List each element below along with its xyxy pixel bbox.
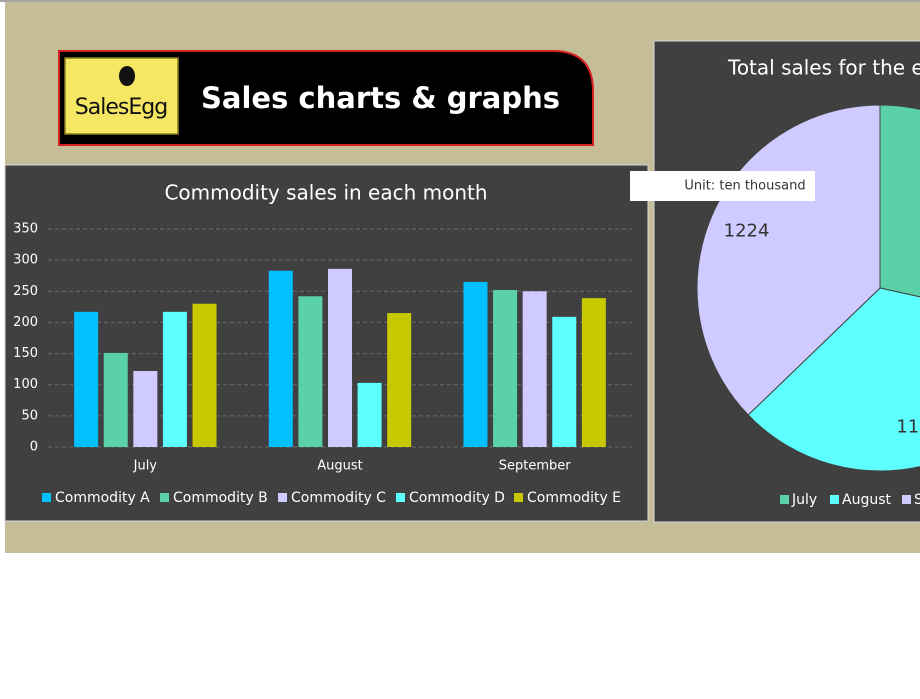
header-box (58, 50, 594, 146)
bar (522, 291, 547, 447)
bar (103, 352, 128, 447)
logo-egg (119, 66, 135, 86)
bar (133, 371, 158, 447)
legend-swatch (42, 493, 51, 502)
legend-swatch (830, 495, 839, 504)
legend-swatch (902, 495, 911, 504)
bar (387, 313, 412, 447)
pie-slice (747, 287, 920, 472)
legend-label: July (791, 492, 817, 508)
bar (493, 290, 518, 447)
legend-label: August (842, 492, 892, 508)
y-tick-label: 50 (21, 408, 38, 423)
y-tick-label: 250 (13, 284, 38, 299)
x-tick-label: September (499, 459, 572, 474)
legend-label: September (914, 492, 920, 508)
y-tick-label: 150 (13, 346, 38, 361)
bar (463, 281, 488, 447)
bar (328, 268, 352, 447)
legend-label: Commodity A (55, 490, 150, 506)
y-tick-label: 350 (13, 222, 38, 237)
bar (268, 270, 293, 447)
legend-swatch (514, 493, 523, 502)
legend-swatch (396, 493, 405, 502)
chart-title: Commodity sales in each month (164, 181, 487, 205)
bar (192, 303, 217, 447)
bar (581, 298, 606, 447)
top-edge (0, 0, 920, 2)
bar (74, 311, 99, 447)
x-tick-label: July (133, 459, 158, 474)
legend-label: Commodity C (291, 490, 386, 506)
bar (298, 296, 323, 447)
legend-label: Commodity D (409, 490, 505, 506)
bar (552, 316, 577, 447)
chart-title: Total sales for the e (727, 56, 920, 80)
x-tick-label: August (317, 459, 363, 474)
legend-swatch (278, 493, 287, 502)
pie-value-label: 1224 (724, 220, 770, 241)
header-title: Sales charts & graphs (201, 81, 560, 115)
pie-value-label: 1129 (896, 417, 920, 438)
unit-note: Unit: ten thousand (684, 179, 805, 194)
legend-label: Commodity E (527, 490, 621, 506)
y-tick-label: 100 (13, 377, 38, 392)
bar (357, 382, 382, 447)
logo-text: SalesEgg (75, 95, 167, 120)
y-tick-label: 200 (13, 315, 38, 330)
legend-label: Commodity B (173, 490, 268, 506)
bar (162, 311, 187, 447)
y-tick-label: 0 (30, 440, 38, 455)
legend-swatch (780, 495, 789, 504)
unit-note-box (630, 171, 815, 201)
y-tick-label: 300 (13, 253, 38, 268)
legend-swatch (160, 493, 169, 502)
